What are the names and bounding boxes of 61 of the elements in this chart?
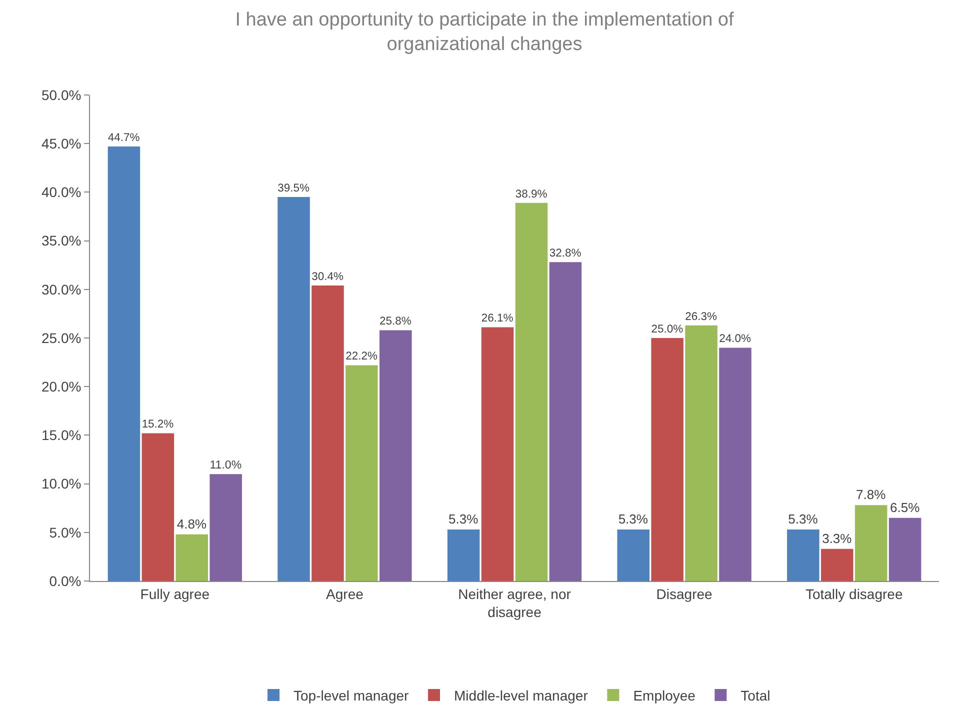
data-label: 5.3%	[618, 511, 648, 526]
data-label: 30.4%	[312, 270, 344, 283]
y-tick-label: 25.0%	[41, 330, 82, 346]
data-label: 4.8%	[176, 516, 207, 532]
data-label: 26.3%	[685, 310, 718, 323]
x-tick-label: Totally disagree	[805, 586, 903, 602]
x-tick-label: Agree	[326, 586, 364, 602]
legend-label: Middle-level manager	[454, 687, 588, 704]
x-tick-label: Neither agree, nor disagree	[458, 586, 572, 620]
bar	[854, 505, 888, 581]
x-tick-label: Disagree	[656, 586, 713, 602]
y-tick-label: 45.0%	[41, 136, 82, 152]
data-label: 5.3%	[448, 511, 479, 526]
data-label: 11.0%	[210, 459, 242, 472]
data-label: 32.8%	[549, 248, 582, 260]
y-tick-label: 0.0%	[49, 572, 82, 589]
bar	[651, 338, 684, 581]
bar	[176, 534, 208, 581]
data-label: 24.0%	[719, 333, 751, 346]
bar	[447, 529, 480, 581]
y-tick-label: 15.0%	[41, 427, 82, 444]
bar	[820, 548, 854, 581]
data-label: 25.8%	[380, 316, 412, 328]
data-label: 22.2%	[346, 350, 378, 363]
data-label: 7.8%	[856, 487, 886, 502]
legend-label: Employee	[633, 687, 696, 704]
data-label: 25.0%	[651, 323, 684, 336]
bar	[787, 529, 820, 581]
legend-label: Top-level manager	[294, 687, 410, 704]
bar	[481, 327, 514, 581]
bar	[142, 433, 174, 581]
y-tick-label: 10.0%	[41, 476, 82, 492]
y-tick-label: 20.0%	[41, 378, 82, 394]
data-label: 5.3%	[788, 511, 818, 526]
bar	[380, 330, 412, 581]
bar	[617, 529, 650, 581]
bar	[515, 202, 548, 581]
chart-title: I have an opportunity to participate in the implementation of organizational changes	[235, 9, 734, 55]
data-label: 15.2%	[142, 418, 174, 431]
bar	[210, 474, 242, 581]
bar	[312, 286, 344, 581]
bar	[549, 262, 582, 581]
bar	[685, 325, 718, 581]
data-label: 3.3%	[822, 530, 852, 546]
bar	[888, 518, 922, 581]
data-label: 39.5%	[278, 182, 310, 194]
y-tick-label: 30.0%	[41, 281, 82, 298]
y-tick-label: 40.0%	[41, 184, 82, 200]
data-label: 6.5%	[890, 500, 920, 515]
bar	[278, 197, 310, 581]
y-tick-label: 35.0%	[41, 232, 82, 249]
bar	[108, 146, 140, 581]
data-label: 44.7%	[108, 132, 140, 144]
legend-label: Total	[740, 687, 770, 704]
bar	[719, 348, 752, 581]
x-tick-label: Fully agree	[140, 586, 210, 602]
y-tick-label: 50.0%	[41, 86, 82, 103]
bar	[346, 365, 378, 581]
data-label: 38.9%	[515, 188, 548, 200]
data-label: 26.1%	[481, 312, 514, 325]
y-tick-label: 5.0%	[49, 524, 82, 540]
